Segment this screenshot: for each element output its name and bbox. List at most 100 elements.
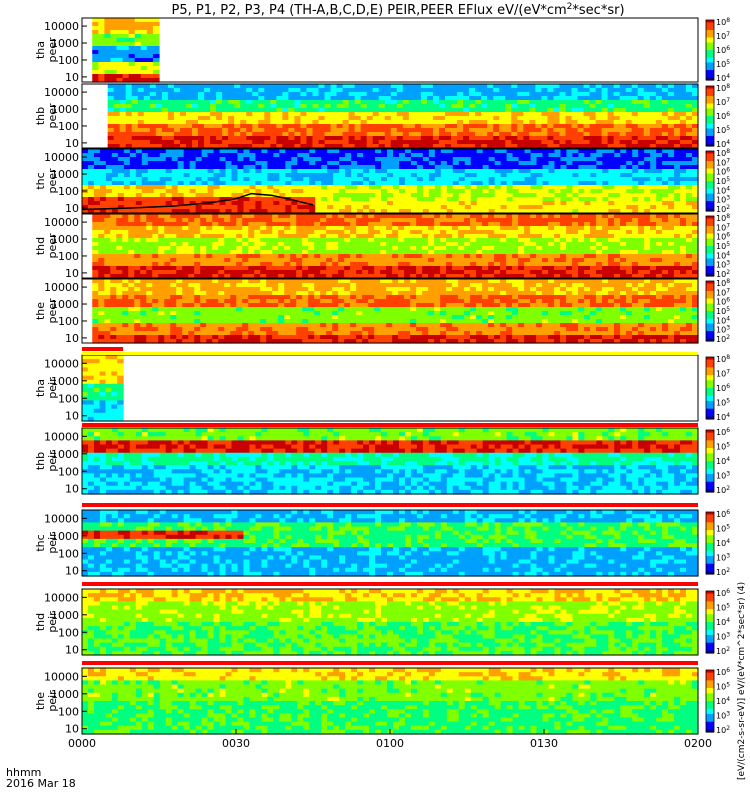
colorbar-tick-label: 107: [716, 222, 730, 232]
energy-tick-label: 1000: [51, 688, 79, 701]
marker-red-bar: [82, 661, 698, 665]
time-tick-label: 0100: [376, 737, 404, 750]
colorbar-tick-label: 104: [716, 412, 730, 422]
panel-thc-peir: 10 100 1000 10000 thcpeir 102 103 104 105 106: [34, 509, 730, 578]
energy-tick-label: 10: [65, 483, 79, 496]
colorbar: 102 103 104 105 106: [705, 509, 730, 577]
spectrogram-cells: [82, 668, 699, 735]
energy-tick-label: 10: [65, 137, 79, 150]
energy-tick-label: 10: [65, 332, 79, 345]
energy-tick-label: 10000: [44, 20, 79, 33]
colorbar-tick-label: 108: [716, 83, 730, 93]
panel-thb-peir: 10 100 1000 10000 thbpeir 102 103 104 105 106: [34, 427, 730, 496]
colorbar-tick-label: 107: [716, 157, 730, 167]
colorbar: 102 103 104 105 106: [705, 588, 730, 656]
panel-frame: [81, 17, 699, 83]
colorbar-tick-label: 108: [716, 213, 730, 223]
energy-tick-label: 100: [58, 185, 79, 198]
time-axis: 0000 0030 0100 0130 0200: [68, 729, 712, 750]
colorbar-tick-label: 103: [716, 711, 730, 721]
marker-red-bar: [82, 423, 698, 427]
energy-tick-label: 10: [65, 565, 79, 578]
panels: 10100100010000thapeer1041051061071081010…: [34, 17, 730, 736]
energy-tick-label: 1000: [51, 609, 79, 622]
energy-tick-label: 10000: [44, 357, 79, 370]
panel-frame: [81, 83, 699, 149]
colorbar-tick-label: 105: [716, 398, 730, 408]
colorbar-tick-label: 106: [716, 383, 730, 393]
colorbar-tick-label: 106: [716, 509, 730, 519]
energy-tick-label: 100: [58, 465, 79, 478]
panel-thd-peir: 10 100 1000 10000 thdpeir 102 103 104 105 106: [34, 588, 730, 657]
panel-frame: [81, 354, 699, 422]
energy-tick-label: 10: [65, 644, 79, 657]
colorbar-tick-label: 104: [716, 73, 730, 83]
energy-tick-label: 1000: [51, 37, 79, 50]
marker-red-bar: [82, 347, 124, 351]
colorbar-tick-label: 105: [716, 442, 730, 452]
date-label: 2016 Mar 18: [6, 777, 76, 790]
energy-tick-label: 10000: [44, 151, 79, 164]
panel-frame: [81, 509, 699, 577]
marker-red-bar: [82, 582, 698, 586]
energy-tick-label: 1000: [51, 298, 79, 311]
colorbar-tick-label: 105: [716, 682, 730, 692]
colorbar-tick-label: 105: [716, 125, 730, 135]
energy-tick-label: 10000: [44, 86, 79, 99]
colorbar-tick-label: 103: [716, 260, 730, 270]
energy-tick-label: 100: [58, 392, 79, 405]
panel-label: thepeer: [34, 298, 59, 324]
spectrogram-cells: [82, 149, 699, 214]
energy-tick-label: 100: [58, 626, 79, 639]
colorbar-tick-label: 105: [716, 524, 730, 534]
energy-tick-label: 1000: [51, 103, 79, 116]
panel-the-peir: 10 100 1000 10000 thepeir 102 103 104 105 106: [34, 667, 730, 736]
energy-tick-label: 10: [65, 410, 79, 423]
colorbar-tick-label: 108: [716, 354, 730, 364]
colorbar-tick-label: 103: [716, 632, 730, 642]
colorbar-tick-label: 108: [716, 148, 730, 158]
colorbar-tick-label: 103: [716, 195, 730, 205]
colorbar-tick-label: 107: [716, 369, 730, 379]
colorbar-tick-label: 102: [716, 646, 730, 656]
colorbar: 102 103 104 105 106: [705, 427, 730, 495]
energy-tick-label: 10: [65, 71, 79, 84]
interpanel-markers: [82, 347, 698, 665]
colorbar-tick-label: 107: [716, 97, 730, 107]
energy-tick-label: 10000: [44, 430, 79, 443]
colorbar-tick-label: 102: [716, 204, 730, 214]
panel-label: thbpeer: [34, 103, 59, 129]
panel-label: thapeir: [34, 377, 59, 399]
colorbar-tick-label: 106: [716, 111, 730, 121]
colorbar-tick-label: 106: [716, 297, 730, 307]
panel-frame: [81, 213, 699, 279]
energy-tick-label: 100: [58, 547, 79, 560]
energy-tick-label: 10: [65, 267, 79, 280]
colorbar-tick-label: 105: [716, 241, 730, 251]
panel-label: thbpeir: [34, 450, 59, 472]
energy-tick-label: 1000: [51, 448, 79, 461]
marker-yellow-stripe: [82, 352, 698, 355]
spectrogram-cells: [82, 428, 699, 495]
time-axis-label: hhmm: [6, 766, 41, 779]
energy-tick-label: 10: [65, 202, 79, 215]
colorbar-tick-label: 104: [716, 696, 730, 706]
spectrogram-cells: [82, 589, 699, 656]
panel-thc-peer: 10 100 1000 10000 thcpeer 1021031041051061071…: [34, 148, 730, 215]
panel-label: thdpeer: [34, 233, 59, 259]
colorbar-tick-label: 104: [716, 617, 730, 627]
colorbar-tick-label: 104: [716, 456, 730, 466]
overlay-trace: [81, 192, 314, 211]
panel-label: thcpeer: [34, 168, 59, 194]
energy-tick-label: 10000: [44, 281, 79, 294]
energy-tick-label: 100: [58, 54, 79, 67]
colorbar-tick-label: 103: [716, 325, 730, 335]
colorbar-tick-label: 102: [716, 567, 730, 577]
colorbar-tick-label: 103: [716, 471, 730, 481]
colorbar-tick-label: 102: [716, 725, 730, 735]
colorbar-tick-label: 106: [716, 45, 730, 55]
